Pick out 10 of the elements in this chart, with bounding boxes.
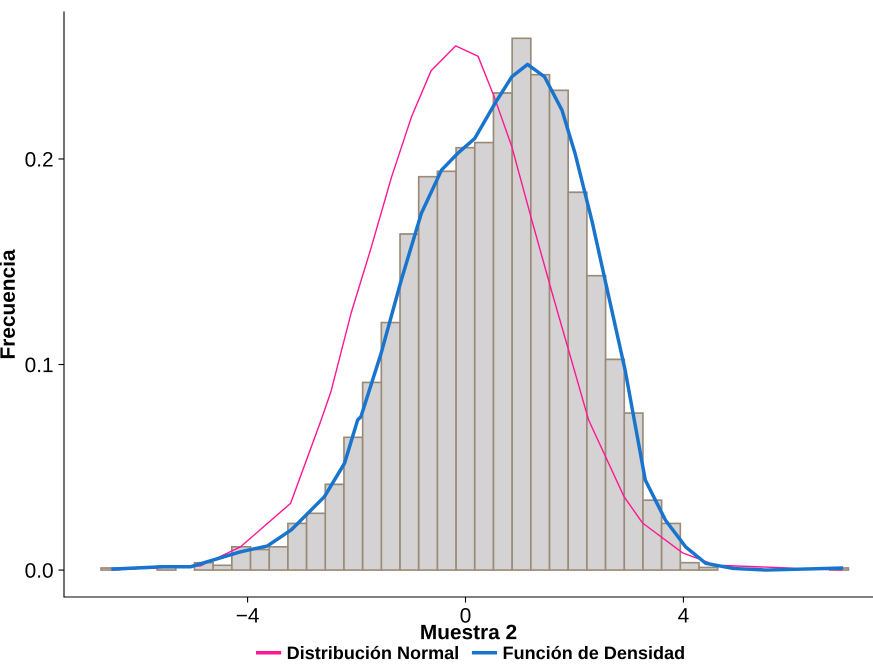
x-axis-title: Muestra 2 [421, 624, 516, 640]
x-tick-label: 4 [678, 608, 689, 623]
y-tick-label: 0.2 [25, 152, 53, 167]
x-tick-label: −4 [236, 608, 259, 623]
legend-label: Distribución Normal [288, 646, 458, 660]
y-tick-label: 0.0 [25, 563, 53, 578]
x-tick-label: 0 [460, 608, 470, 623]
y-tick-label: 0.1 [25, 358, 53, 372]
y-axis-title: Frecuencia [0, 249, 15, 358]
legend-label: Función de Densidad [504, 646, 684, 660]
